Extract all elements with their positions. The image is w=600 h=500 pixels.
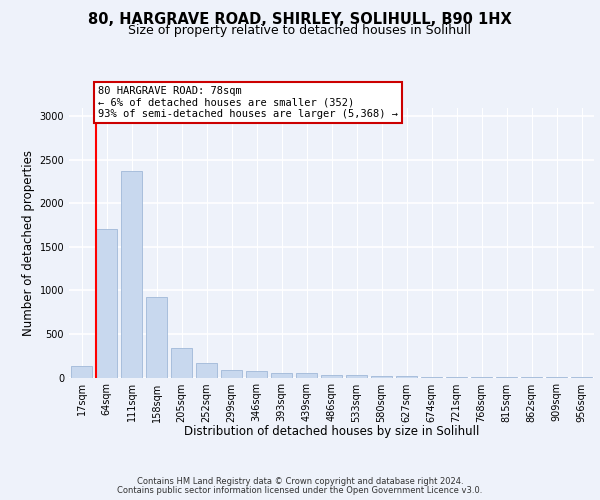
Bar	[146, 298, 167, 378]
Text: Size of property relative to detached houses in Solihull: Size of property relative to detached ho…	[128, 24, 472, 37]
X-axis label: Distribution of detached houses by size in Solihull: Distribution of detached houses by size …	[184, 424, 479, 438]
Bar	[396, 376, 417, 378]
Bar	[171, 348, 192, 378]
Text: 80, HARGRAVE ROAD, SHIRLEY, SOLIHULL, B90 1HX: 80, HARGRAVE ROAD, SHIRLEY, SOLIHULL, B9…	[88, 12, 512, 28]
Bar	[471, 377, 492, 378]
Text: 80 HARGRAVE ROAD: 78sqm
← 6% of detached houses are smaller (352)
93% of semi-de: 80 HARGRAVE ROAD: 78sqm ← 6% of detached…	[98, 86, 398, 119]
Text: Contains HM Land Registry data © Crown copyright and database right 2024.: Contains HM Land Registry data © Crown c…	[137, 477, 463, 486]
Bar	[271, 372, 292, 378]
Bar	[321, 375, 342, 378]
Bar	[196, 363, 217, 378]
Bar	[346, 375, 367, 378]
Y-axis label: Number of detached properties: Number of detached properties	[22, 150, 35, 336]
Text: Contains public sector information licensed under the Open Government Licence v3: Contains public sector information licen…	[118, 486, 482, 495]
Bar	[96, 230, 117, 378]
Bar	[121, 171, 142, 378]
Bar	[296, 373, 317, 378]
Bar	[221, 370, 242, 378]
Bar	[71, 366, 92, 378]
Bar	[446, 377, 467, 378]
Bar	[246, 370, 267, 378]
Bar	[421, 376, 442, 378]
Bar	[371, 376, 392, 378]
